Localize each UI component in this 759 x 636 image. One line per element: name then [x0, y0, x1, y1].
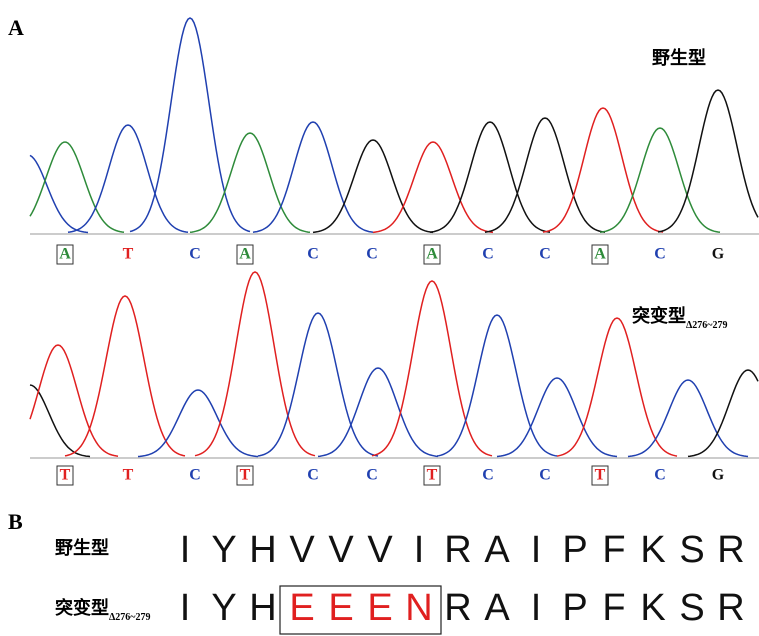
trace-peak: [658, 90, 758, 232]
residue: K: [640, 587, 665, 629]
row-label: 野生型: [55, 537, 109, 558]
residue: I: [180, 587, 191, 629]
residue: V: [367, 529, 393, 571]
residue: F: [602, 529, 625, 571]
panel-label: A: [8, 15, 24, 40]
residue: A: [484, 529, 510, 571]
trace-peak: [190, 133, 310, 232]
base-call: C: [539, 246, 551, 263]
label-text: 突变型: [632, 305, 686, 326]
label-text: 突变型: [55, 597, 109, 618]
trace-peak: [437, 315, 557, 456]
panel-label: B: [8, 509, 23, 534]
trace-peak: [543, 108, 663, 232]
trace-peak: [372, 281, 492, 456]
trace-peak: [30, 142, 124, 232]
base-call: G: [712, 246, 725, 263]
base-call: T: [595, 467, 606, 484]
residue: H: [249, 529, 276, 571]
trace-peak: [138, 390, 258, 457]
residue: R: [717, 587, 744, 629]
figure: A 野生型 突变型Δ276~279 B 野生型 突变型Δ276~279 ATCA…: [0, 0, 759, 636]
residue: I: [531, 529, 542, 571]
residue: A: [484, 587, 510, 629]
residue: Y: [211, 587, 236, 629]
residue: S: [679, 587, 704, 629]
residue: V: [289, 529, 315, 571]
residue: I: [180, 529, 191, 571]
trace-peak: [373, 142, 493, 232]
residue: P: [562, 587, 587, 629]
residue: F: [602, 587, 625, 629]
trace-peak: [430, 122, 550, 232]
base-call: C: [539, 467, 551, 484]
trace-peak: [485, 118, 605, 232]
residue: I: [531, 587, 542, 629]
trace-peak: [65, 296, 185, 456]
base-call: C: [366, 246, 378, 263]
residue: S: [679, 529, 704, 571]
base-call: A: [426, 246, 438, 263]
base-call: C: [482, 246, 494, 263]
base-call: C: [189, 467, 201, 484]
trace-peak: [628, 380, 748, 457]
trace-peak: [30, 155, 88, 232]
residue: R: [444, 529, 471, 571]
track-label: 突变型Δ276~279: [632, 305, 727, 331]
label-subscript: Δ276~279: [109, 612, 150, 623]
base-call: C: [366, 467, 378, 484]
base-call: G: [712, 467, 725, 484]
base-call: T: [123, 467, 134, 484]
base-call: C: [482, 467, 494, 484]
base-call: A: [59, 246, 71, 263]
trace-peak: [497, 378, 617, 457]
residue: E: [289, 587, 314, 629]
base-call: T: [427, 467, 438, 484]
residue: P: [562, 529, 587, 571]
residue: Y: [211, 529, 236, 571]
base-call: C: [654, 246, 666, 263]
base-call: A: [594, 246, 606, 263]
label-subscript: Δ276~279: [686, 320, 727, 331]
base-call: A: [239, 246, 251, 263]
base-call: T: [60, 467, 71, 484]
residue: K: [640, 529, 665, 571]
residue: H: [249, 587, 276, 629]
base-call: C: [189, 246, 201, 263]
residue: R: [444, 587, 471, 629]
residue: N: [405, 587, 432, 629]
row-label: 突变型Δ276~279: [55, 597, 150, 623]
residue: I: [414, 529, 425, 571]
residue: E: [328, 587, 353, 629]
base-call: T: [123, 246, 134, 263]
base-call: C: [307, 246, 319, 263]
base-call: C: [307, 467, 319, 484]
base-call: C: [654, 467, 666, 484]
trace-peak: [195, 272, 315, 456]
base-call: T: [240, 467, 251, 484]
residue: E: [367, 587, 392, 629]
trace-peak: [130, 18, 250, 232]
residue: V: [328, 529, 354, 571]
trace-peak: [557, 318, 677, 456]
trace-peak: [258, 313, 378, 456]
track-label: 野生型: [652, 47, 706, 68]
residue: R: [717, 529, 744, 571]
trace-peak: [318, 368, 438, 456]
trace-peak: [313, 140, 433, 232]
trace-peak: [68, 125, 188, 232]
